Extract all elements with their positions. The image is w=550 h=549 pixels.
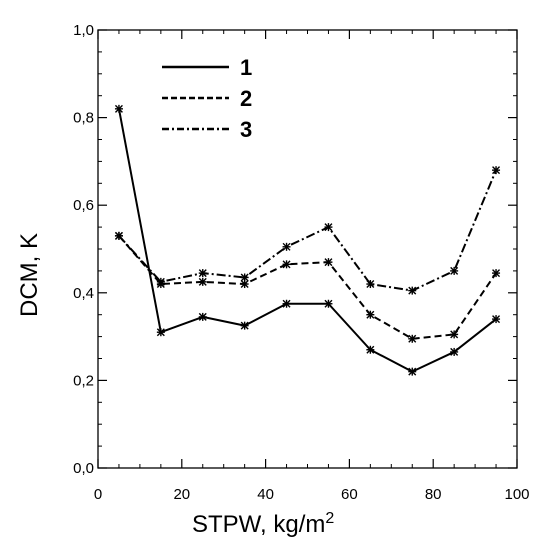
series-1-point <box>282 299 291 308</box>
series-3-line <box>118 169 497 292</box>
series-3-point <box>366 280 375 289</box>
tick-labels: 0 20 40 60 80 100 0,0 0,2 0,4 0,6 0,8 1,0 <box>73 22 529 503</box>
series-2-point <box>450 330 459 339</box>
series-2-point <box>198 277 207 286</box>
legend-label-2: 2 <box>240 86 252 111</box>
series-2-point <box>408 334 417 343</box>
series-1-point <box>156 328 165 337</box>
series-3-point <box>492 166 501 175</box>
series-1-point <box>492 315 501 324</box>
y-tick-label: 0,0 <box>73 460 94 477</box>
series-2-line <box>118 235 497 340</box>
legend: 1 2 3 <box>162 55 252 142</box>
y-tick-label: 1,0 <box>73 22 94 39</box>
x-tick-label: 60 <box>341 486 358 503</box>
x-tick-label: 0 <box>94 486 102 503</box>
series-2-point <box>240 280 249 289</box>
series-2-point <box>492 269 501 278</box>
legend-label-3: 3 <box>240 117 252 142</box>
y-axis-label: DCM, K <box>16 233 43 317</box>
legend-label-1: 1 <box>240 55 252 80</box>
series-markers <box>114 104 501 376</box>
series-2-point <box>324 258 333 267</box>
axis-ticks <box>97 29 518 469</box>
series-1-point <box>198 312 207 321</box>
x-tick-label: 20 <box>173 486 190 503</box>
series-3-point <box>156 277 165 286</box>
x-tick-label: 100 <box>504 486 529 503</box>
y-tick-label: 0,6 <box>73 197 94 214</box>
series-3-point <box>324 223 333 232</box>
y-tick-label: 0,4 <box>73 285 94 302</box>
series-1-line <box>117 108 497 373</box>
series-3-point <box>282 242 291 251</box>
series-1-point <box>408 367 417 376</box>
series-1-point <box>324 299 333 308</box>
x-axis-label-superscript: 2 <box>325 510 334 527</box>
series-3-point <box>114 231 123 240</box>
series-3-point <box>198 269 207 278</box>
series-2-point <box>366 310 375 319</box>
series-1-point <box>366 345 375 354</box>
series-3-point <box>240 273 249 282</box>
series-1-point <box>240 321 249 330</box>
series-1-point <box>450 347 459 356</box>
series-2-point <box>282 260 291 269</box>
series-lines <box>117 108 497 373</box>
y-tick-label: 0,2 <box>73 372 94 389</box>
x-tick-label: 80 <box>425 486 442 503</box>
plot-frame <box>97 29 518 469</box>
y-tick-label: 0,8 <box>73 110 94 127</box>
series-3-point <box>408 286 417 295</box>
series-1-point <box>114 104 123 113</box>
x-axis-label: STPW, kg/m2 <box>192 510 334 538</box>
series-3-point <box>450 266 459 275</box>
x-tick-label: 40 <box>257 486 274 503</box>
